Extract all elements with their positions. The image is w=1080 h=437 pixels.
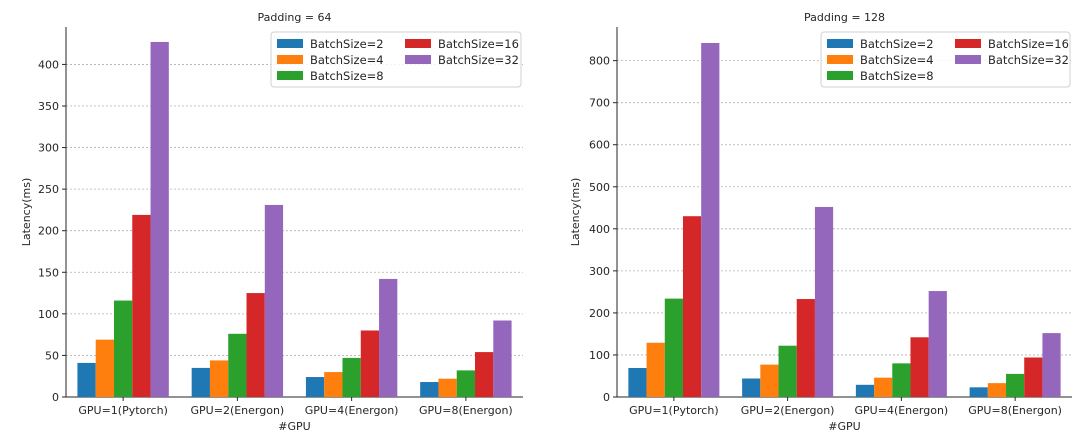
x-tick-label: GPU=8(Energon) bbox=[419, 404, 513, 417]
bar-batchsize-16-1 bbox=[682, 216, 702, 397]
bar-batchsize-2-2 bbox=[191, 367, 210, 397]
x-tick-label: GPU=2(Energon) bbox=[191, 404, 285, 417]
bar-batchsize-8-2 bbox=[228, 333, 247, 397]
bar-batchsize-32-2 bbox=[814, 206, 834, 397]
y-axis-label: Latency(ms) bbox=[569, 178, 582, 247]
legend-label: BatchSize=2 bbox=[860, 37, 934, 51]
legend-swatch bbox=[405, 55, 431, 64]
bar-batchsize-8-1 bbox=[664, 298, 683, 397]
chart-panel-1: 0 50 100 150 200 250 300 350 400 GPU=1(Pytorch) GP… bbox=[20, 11, 523, 433]
bar-batchsize-32-2 bbox=[264, 204, 284, 397]
bar-batchsize-32-1 bbox=[150, 41, 169, 397]
legend-swatch bbox=[827, 55, 853, 64]
y-tick-label: 350 bbox=[38, 100, 59, 113]
y-tick-label: 300 bbox=[589, 265, 610, 278]
legend-swatch bbox=[955, 55, 981, 64]
y-tick-label: 200 bbox=[38, 225, 59, 238]
legend-swatch bbox=[827, 39, 853, 48]
bar-batchsize-32-3 bbox=[379, 278, 398, 397]
bar-batchsize-32-4 bbox=[493, 320, 512, 397]
chart-title: Padding = 64 bbox=[257, 11, 331, 24]
y-tick-label: 200 bbox=[589, 307, 610, 320]
bar-batchsize-16-2 bbox=[796, 299, 815, 397]
x-tick-label: GPU=2(Energon) bbox=[741, 404, 835, 417]
legend-frame bbox=[270, 31, 522, 88]
legend-label: BatchSize=16 bbox=[438, 37, 519, 51]
y-tick-label: 400 bbox=[589, 223, 610, 236]
bar-batchsize-2-4 bbox=[969, 387, 988, 397]
bar-batchsize-16-4 bbox=[475, 352, 494, 397]
bar-batchsize-2-3 bbox=[305, 377, 325, 397]
legend-label: BatchSize=4 bbox=[310, 53, 384, 67]
bar-batchsize-8-2 bbox=[778, 345, 797, 397]
x-tick-label: GPU=4(Energon) bbox=[855, 404, 949, 417]
bar-batchsize-16-2 bbox=[246, 293, 265, 397]
legend: BatchSize=2 BatchSize=4 BatchSize=8 BatchSi… bbox=[270, 31, 522, 88]
y-tick-label: 0 bbox=[603, 391, 610, 404]
bar-batchsize-16-3 bbox=[360, 330, 380, 397]
bar-batchsize-4-4 bbox=[438, 378, 457, 397]
legend-swatch bbox=[277, 55, 303, 64]
bar-batchsize-16-4 bbox=[1024, 357, 1043, 397]
chart-title: Padding = 128 bbox=[804, 11, 885, 24]
bar-batchsize-16-1 bbox=[132, 214, 151, 397]
bar-batchsize-4-1 bbox=[646, 342, 665, 397]
bar-batchsize-8-1 bbox=[113, 300, 133, 397]
bar-batchsize-2-1 bbox=[77, 362, 96, 397]
y-tick-label: 600 bbox=[589, 139, 610, 152]
x-tick-label: GPU=1(Pytorch) bbox=[629, 404, 719, 417]
x-tick-label: GPU=4(Energon) bbox=[305, 404, 399, 417]
bar-batchsize-16-3 bbox=[910, 337, 929, 397]
legend-label: BatchSize=2 bbox=[310, 37, 384, 51]
legend: BatchSize=2 BatchSize=4 BatchSize=8 BatchSi… bbox=[820, 31, 1071, 88]
y-tick-label: 0 bbox=[52, 391, 59, 404]
legend-label: BatchSize=32 bbox=[988, 53, 1069, 67]
x-tick-label: GPU=1(Pytorch) bbox=[78, 404, 168, 417]
bar-batchsize-4-3 bbox=[324, 372, 343, 397]
chart-panel-2: 0 100 200 300 400 500 600 700 800 GPU=1(Pytorch) G… bbox=[569, 11, 1072, 433]
bar-batchsize-4-4 bbox=[987, 383, 1007, 397]
bar-batchsize-2-4 bbox=[420, 382, 439, 397]
bar-batchsize-32-3 bbox=[928, 291, 947, 397]
y-tick-label: 300 bbox=[38, 142, 59, 155]
bar-batchsize-4-3 bbox=[874, 377, 893, 397]
bar-batchsize-4-1 bbox=[95, 339, 114, 397]
legend-label: BatchSize=16 bbox=[988, 37, 1069, 51]
y-axis-label: Latency(ms) bbox=[20, 178, 33, 247]
bar-batchsize-8-3 bbox=[892, 363, 911, 397]
y-tick-label: 250 bbox=[38, 183, 59, 196]
legend-swatch bbox=[955, 39, 981, 48]
legend-label: BatchSize=8 bbox=[310, 69, 384, 83]
y-tick-label: 50 bbox=[45, 349, 59, 362]
y-tick-label: 800 bbox=[589, 55, 610, 68]
bar-batchsize-2-3 bbox=[855, 384, 875, 397]
y-tick-label: 100 bbox=[38, 308, 59, 321]
y-tick-label: 500 bbox=[589, 181, 610, 194]
legend-swatch bbox=[277, 71, 303, 80]
bar-batchsize-4-2 bbox=[209, 360, 229, 397]
bar-batchsize-2-1 bbox=[628, 367, 647, 397]
x-tick-label: GPU=8(Energon) bbox=[968, 404, 1062, 417]
bar-batchsize-32-1 bbox=[701, 42, 720, 398]
y-tick-label: 400 bbox=[38, 58, 59, 71]
x-axis-label: #GPU bbox=[828, 420, 860, 433]
legend-swatch bbox=[277, 39, 303, 48]
bar-batchsize-2-2 bbox=[742, 378, 761, 397]
legend-swatch bbox=[405, 39, 431, 48]
bar-batchsize-8-4 bbox=[1006, 373, 1025, 397]
legend-label: BatchSize=4 bbox=[860, 53, 934, 67]
bar-batchsize-8-3 bbox=[342, 357, 361, 397]
x-axis-label: #GPU bbox=[278, 420, 310, 433]
legend-label: BatchSize=32 bbox=[438, 53, 519, 67]
legend-swatch bbox=[827, 71, 853, 80]
bar-batchsize-32-4 bbox=[1042, 333, 1061, 397]
y-tick-label: 700 bbox=[589, 97, 610, 110]
legend-frame bbox=[820, 31, 1071, 88]
bar-batchsize-4-2 bbox=[760, 364, 779, 397]
bar-batchsize-8-4 bbox=[456, 370, 476, 397]
y-tick-label: 100 bbox=[589, 349, 610, 362]
y-tick-label: 150 bbox=[38, 266, 59, 279]
legend-label: BatchSize=8 bbox=[860, 69, 934, 83]
